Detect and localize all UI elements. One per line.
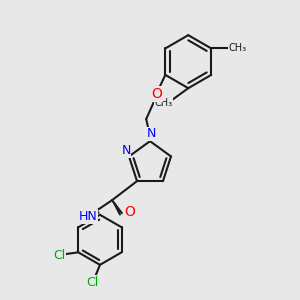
Text: Cl: Cl	[86, 276, 99, 289]
Text: Cl: Cl	[53, 249, 65, 262]
Text: O: O	[151, 87, 162, 101]
Text: CH₃: CH₃	[154, 98, 172, 108]
Text: N: N	[147, 127, 156, 140]
Text: O: O	[124, 205, 136, 219]
Text: CH₃: CH₃	[229, 44, 247, 53]
Text: HN: HN	[79, 210, 97, 223]
Text: N: N	[122, 144, 131, 157]
